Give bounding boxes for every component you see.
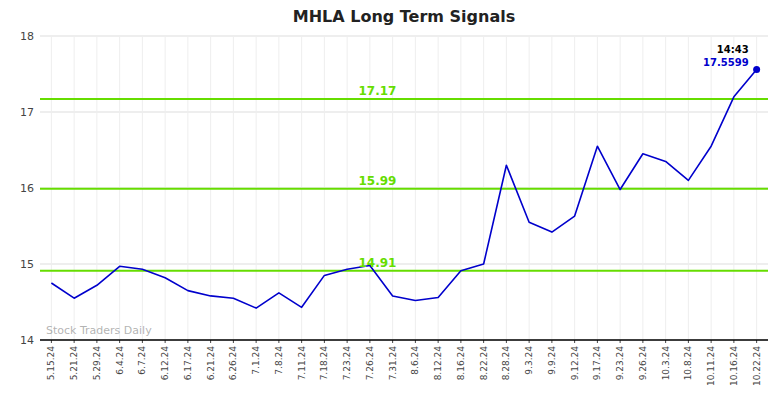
x-tick-label: 9.12.24 <box>570 346 580 381</box>
y-grid-line <box>40 112 768 113</box>
x-tick-label: 6.7.24 <box>137 346 147 375</box>
x-tick-label: 7.26.24 <box>365 346 375 381</box>
x-tick-label: 10.3.24 <box>661 346 671 381</box>
x-tick-label: 7.11.24 <box>297 346 307 381</box>
x-tick-label: 7.23.24 <box>342 346 352 381</box>
signal-line <box>40 98 768 100</box>
y-grid-line <box>40 264 768 265</box>
x-tick-label: 9.9.24 <box>547 346 557 375</box>
x-tick-label: 6.26.24 <box>228 346 238 381</box>
x-tick-label: 8.12.24 <box>433 346 443 381</box>
y-grid-line <box>40 36 768 37</box>
x-tick-label: 5.29.24 <box>92 346 102 381</box>
signal-label: 17.17 <box>359 84 397 98</box>
annotation-value: 17.5599 <box>703 57 749 68</box>
y-tick-label: 14 <box>20 334 34 347</box>
x-axis-line <box>40 339 768 341</box>
plot-area <box>40 66 768 308</box>
x-tick-label: 10.16.24 <box>729 346 739 386</box>
x-tick-label: 9.26.24 <box>638 346 648 381</box>
grid <box>40 36 768 340</box>
x-tick-label: 10.11.24 <box>706 346 716 386</box>
x-tick-label: 8.28.24 <box>501 346 511 381</box>
x-tick-label: 7.1.24 <box>251 346 261 375</box>
signal-label: 15.99 <box>359 174 397 188</box>
x-tick-label: 10.8.24 <box>683 346 693 381</box>
watermark: Stock Traders Daily <box>46 324 152 337</box>
x-tick-label: 6.21.24 <box>206 346 216 381</box>
title: MHLA Long Term Signals <box>293 7 516 26</box>
x-tick-label: 7.8.24 <box>274 346 284 375</box>
chart: MHLA Long Term Signals 14 15 16 17 18 5.15.24 5… <box>0 0 784 398</box>
x-tick-label: 8.22.24 <box>479 346 489 381</box>
x-tick-label: 8.6.24 <box>410 346 420 375</box>
y-tick-label: 16 <box>20 182 34 195</box>
x-tick-label: 8.16.24 <box>456 346 466 381</box>
x-tick-label: 6.4.24 <box>115 346 125 375</box>
x-tick-label: 9.3.24 <box>524 346 534 375</box>
y-tick-label: 15 <box>20 258 34 271</box>
y-tick-label: 18 <box>20 30 34 43</box>
x-tick-label: 6.17.24 <box>183 346 193 381</box>
x-tick-label: 7.31.24 <box>388 346 398 381</box>
x-tick-label: 9.23.24 <box>615 346 625 381</box>
x-tick-label: 5.15.24 <box>46 346 56 381</box>
x-tick-label: 10.22.24 <box>752 346 762 386</box>
annotation-time: 14:43 <box>717 44 749 55</box>
x-tick-label: 7.18.24 <box>319 346 329 381</box>
signal-line <box>40 188 768 190</box>
y-grid-line <box>40 340 768 341</box>
y-grid-line <box>40 188 768 189</box>
y-tick-label: 17 <box>20 106 34 119</box>
price-line <box>51 69 756 308</box>
x-tick-label: 9.17.24 <box>592 346 602 381</box>
x-tick-label: 6.12.24 <box>160 346 170 381</box>
last-point <box>753 66 760 73</box>
x-tick-label: 5.21.24 <box>69 346 79 381</box>
signal-label: 14.91 <box>359 256 397 270</box>
